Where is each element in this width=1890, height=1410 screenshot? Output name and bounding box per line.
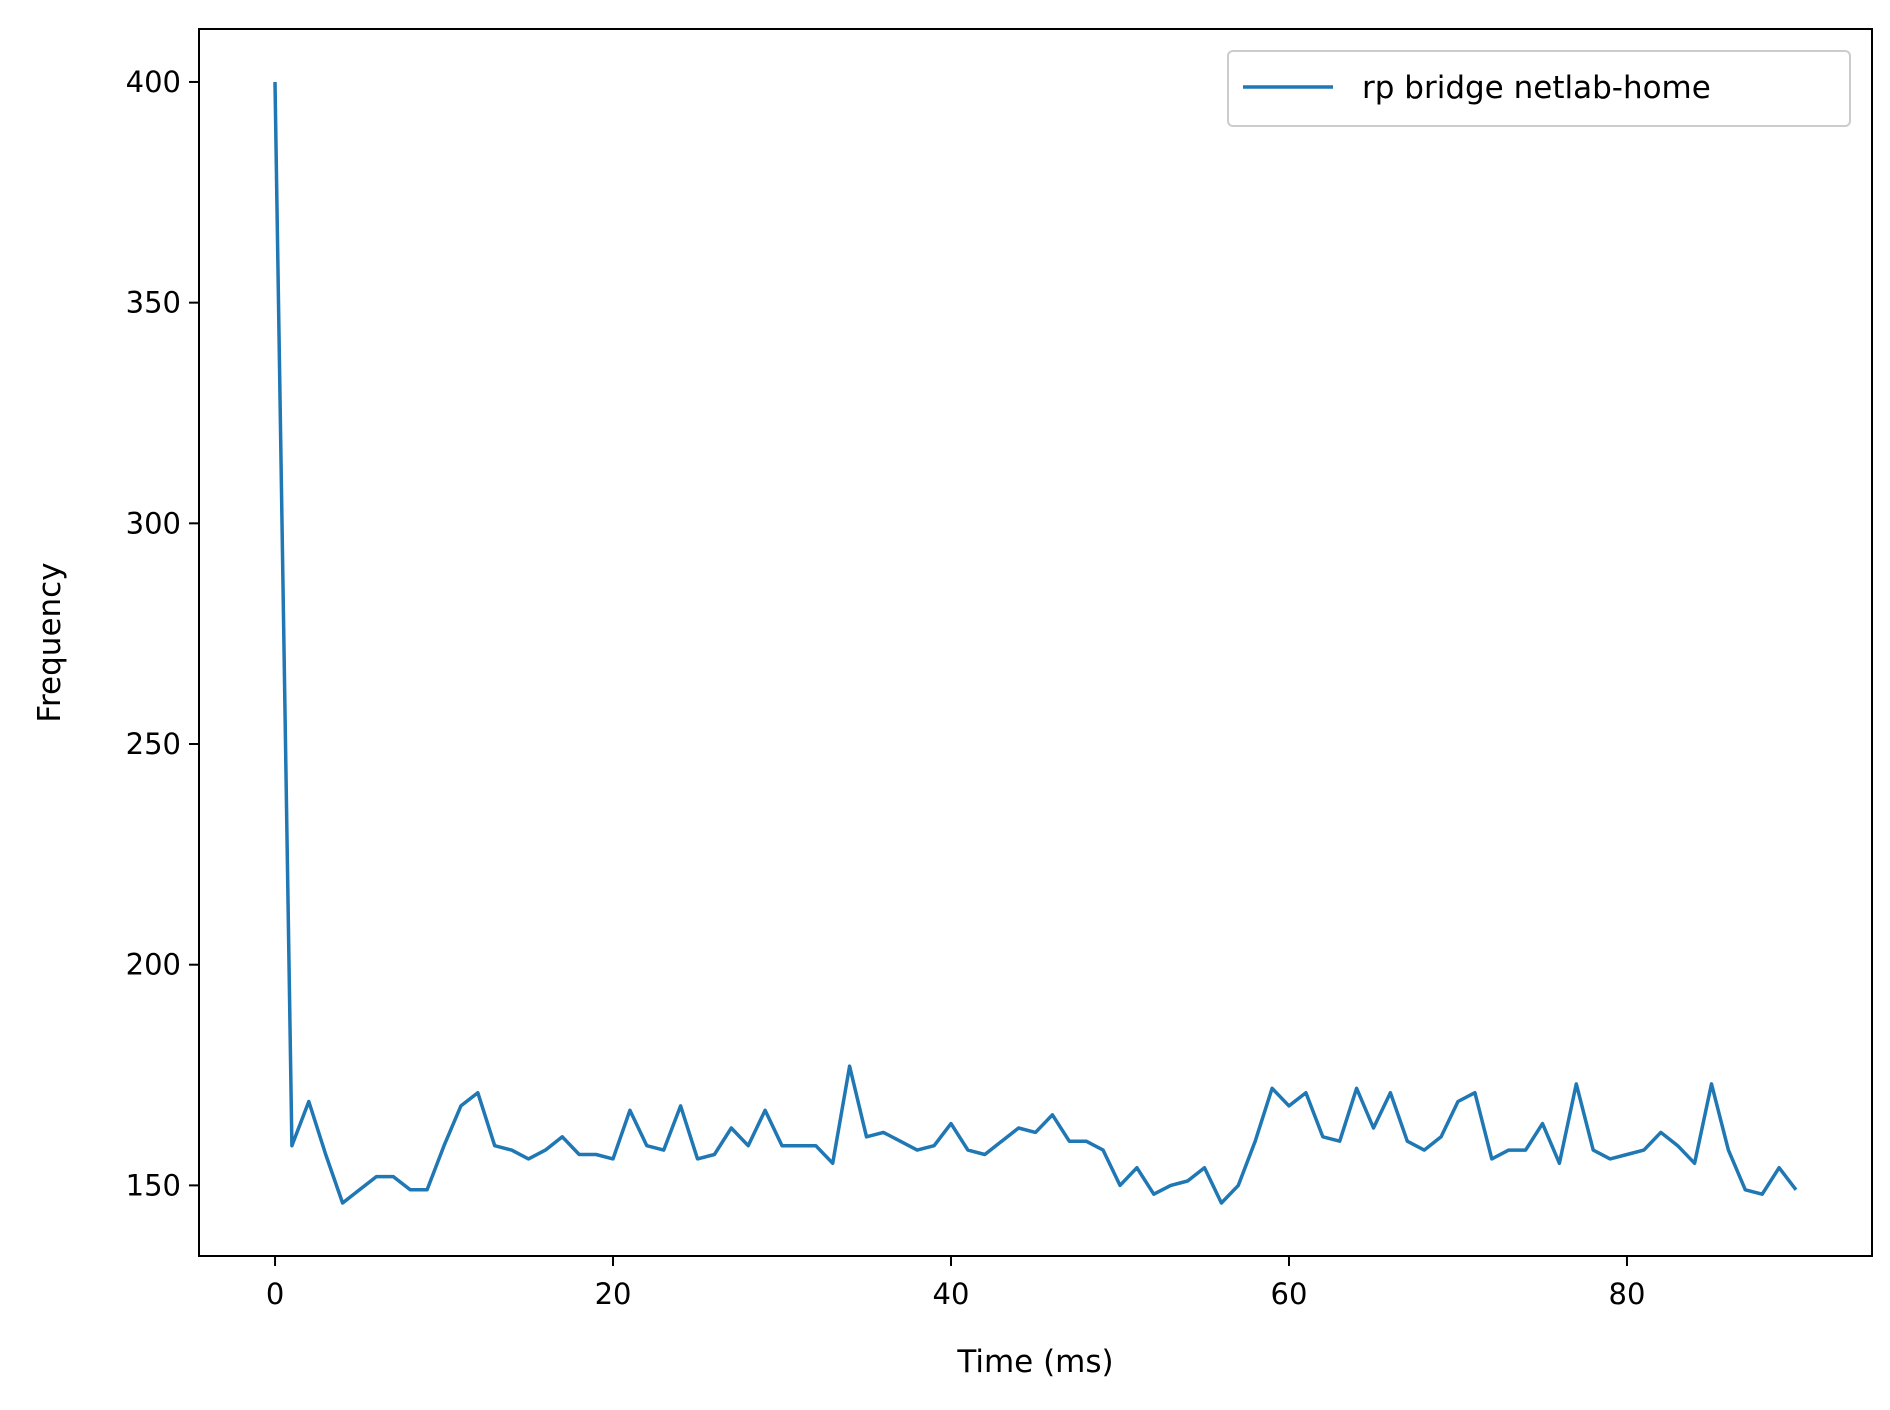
y-tick-label: 300	[126, 506, 181, 540]
y-axis-label: Frequency	[32, 562, 68, 722]
legend-entry-label: rp bridge netlab-home	[1362, 70, 1711, 106]
x-axis: 0 20 40 60 80	[266, 1256, 1646, 1311]
x-tick-label: 20	[595, 1277, 632, 1311]
y-tick-label: 250	[126, 727, 181, 761]
y-tick-label: 200	[126, 948, 181, 982]
y-tick-label: 350	[126, 286, 181, 320]
x-tick-label: 80	[1609, 1277, 1646, 1311]
series-layer	[273, 81, 1798, 1205]
x-tick-label: 60	[1271, 1277, 1308, 1311]
x-axis-label: Time (ms)	[956, 1344, 1113, 1380]
legend: rp bridge netlab-home	[1227, 50, 1851, 127]
y-tick-label: 150	[126, 1168, 181, 1202]
legend-box	[1227, 50, 1851, 127]
plot-area	[198, 28, 1873, 1257]
x-tick-label: 40	[933, 1277, 970, 1311]
x-tick-label: 0	[266, 1277, 284, 1311]
series-line	[273, 81, 1798, 1205]
y-tick-label: 400	[126, 65, 181, 99]
y-axis: 150 200 250 300 350 400	[126, 65, 199, 1202]
